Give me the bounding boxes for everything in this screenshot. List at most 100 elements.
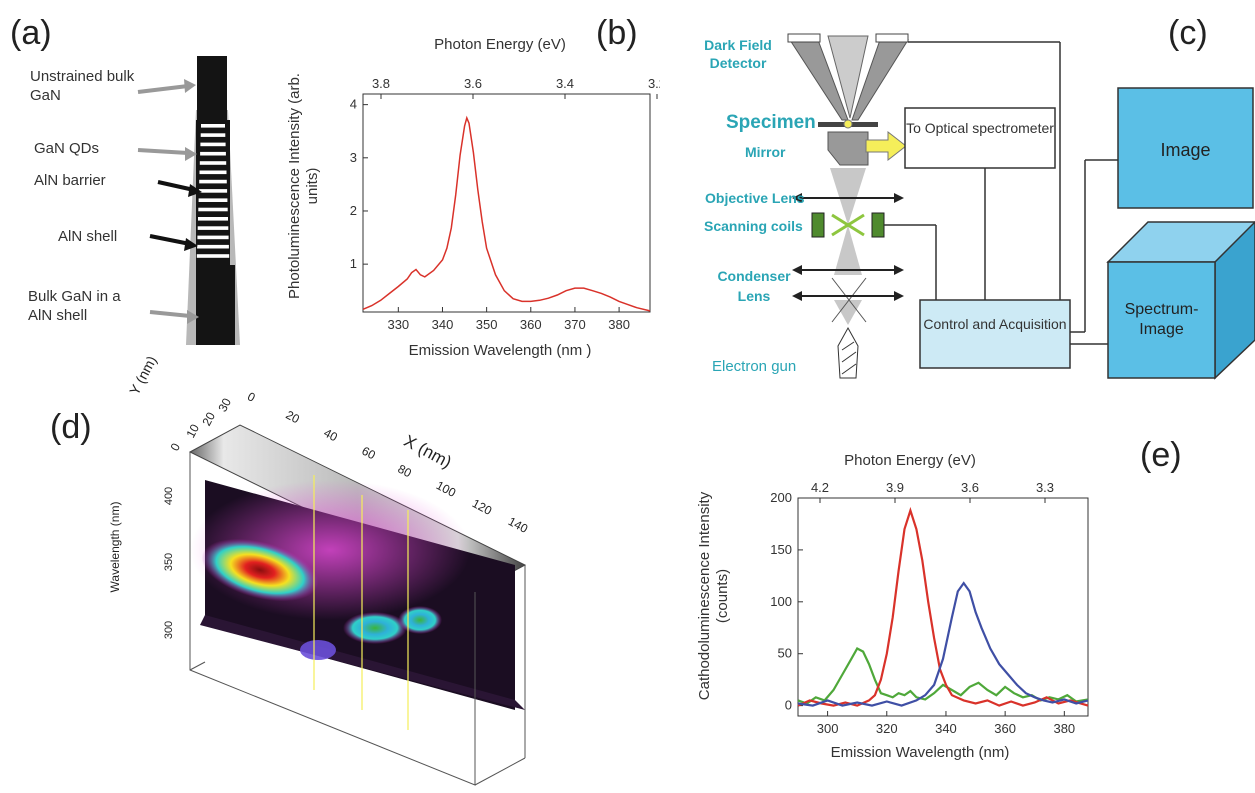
label-gan-qds: GaN QDs (34, 140, 100, 157)
label-unstrained-bulk-gan: Unstrained bulk GaN (30, 68, 135, 104)
image-text: Image (1160, 140, 1211, 160)
wl-tick-300: 300 (163, 620, 176, 640)
qd-stripe (199, 170, 227, 175)
x-tick-label: 340 (432, 317, 454, 332)
panel-label-c: (c) (1168, 14, 1208, 52)
y-tick-label: 100 (770, 594, 792, 609)
condenser-lens-shape (792, 265, 904, 301)
image-box (1117, 87, 1254, 209)
purple-blob (300, 640, 336, 660)
panel-d-spectrum-image (188, 424, 527, 786)
x-tick-label: 360 (520, 317, 542, 332)
y-tick-30: 30 (215, 395, 234, 415)
panel-label-a: (a) (10, 14, 52, 52)
blue-blob-1 (343, 612, 407, 644)
series-line-0 (362, 115, 651, 312)
x-tick-label: 360 (994, 721, 1016, 736)
specimen-spot (843, 119, 853, 129)
y-tick-10: 10 (183, 421, 202, 441)
x-tick-label: 380 (1053, 721, 1075, 736)
top-tick-label: 3.6 (464, 76, 482, 91)
objective-lens-shape (792, 193, 904, 203)
x-tick-40: 40 (321, 425, 340, 445)
qd-stripe (200, 142, 226, 147)
scanning-coils-shape (811, 212, 937, 300)
plot-frame (362, 93, 651, 313)
label-specimen: Specimen (726, 112, 816, 133)
qd-stripe (197, 244, 229, 249)
bulk-gan-bottom (196, 265, 235, 345)
to-optical-text: To Optical spectrometer (906, 120, 1054, 136)
y-tick-0: 0 (167, 440, 184, 454)
qd-stripe (198, 207, 228, 212)
panel-c-stem-schematic (787, 33, 1255, 380)
label-condenser-lens: Condenser Lens (717, 268, 791, 304)
to-optical-box (904, 107, 1056, 169)
box-outline (189, 452, 526, 786)
label-electron-gun: Electron gun (712, 358, 797, 375)
pointer-arrows (137, 79, 202, 324)
qd-stripe (199, 179, 227, 184)
x-tick-80: 80 (395, 461, 414, 481)
top-tick-label: 3.3 (1036, 480, 1054, 495)
top-tick-label: 3.8 (372, 76, 390, 91)
x-tick-label: 350 (476, 317, 498, 332)
wavelength-label: Wavelength (nm) (108, 501, 122, 593)
optical-arrow (865, 130, 907, 162)
control-box (919, 299, 1071, 369)
blue-blob-2 (398, 606, 442, 634)
control-text: Control and Acquisition (923, 316, 1067, 332)
beam-lower (834, 300, 862, 325)
pl-x-axis-label: Emission Wavelength (nm ) (408, 342, 592, 359)
qd-stripe (196, 254, 230, 258)
qd-stripe (200, 133, 226, 137)
mirror-shape (827, 131, 869, 166)
spectrum-image-text: Spectrum-Image (1124, 301, 1199, 338)
cl-y-axis-label: Cathodoluminescence Intensity (counts) (696, 491, 731, 701)
x-tick-120: 120 (469, 496, 495, 518)
electron-gun-shape (837, 326, 859, 379)
panel-label-d: (d) (50, 408, 92, 446)
y-tick-label: 0 (785, 698, 792, 713)
qd-stack (196, 120, 230, 265)
panel-e: 300 320 340 360 380 0 50 100 150 200 4.2 3.9 3.6 3.3 … (690, 448, 1110, 788)
y-tick-label: 1 (350, 256, 357, 271)
series-line-1 (797, 506, 1089, 707)
label-aln-shell: AlN shell (58, 228, 118, 245)
x-tick-100: 100 (433, 478, 459, 500)
wl-tick-350: 350 (163, 552, 176, 572)
wl-tick-400: 400 (163, 486, 176, 506)
pl-top-axis-label: Photon Energy (eV) (434, 36, 566, 53)
label-objective-lens: Objective Lens (705, 190, 805, 206)
y-tick-label: 50 (778, 646, 792, 661)
qd-stripe (200, 151, 226, 156)
y-tick-label: 4 (350, 97, 357, 112)
y-tick-label: 2 (350, 203, 357, 218)
panel-d-axes: Y (nm) 0 10 20 30 X (nm) 0 20 40 60 80 1… (120, 353, 560, 580)
series-line-2 (797, 581, 1089, 707)
top-tick-label: 3.6 (961, 480, 979, 495)
label-mirror: Mirror (745, 144, 786, 160)
x-tick-0: 0 (245, 389, 258, 405)
x-tick-label: 300 (817, 721, 839, 736)
qd-stripe (197, 235, 229, 240)
y-tick-20: 20 (199, 409, 218, 429)
qd-stripe (198, 189, 228, 193)
x-tick-label: 340 (935, 721, 957, 736)
x-tick-60: 60 (359, 443, 378, 463)
qd-stripe (201, 124, 225, 128)
top-tick-label: 4.2 (811, 480, 829, 495)
label-dark-field-detector: Dark Field Detector (704, 37, 772, 71)
cl-x-axis-label: Emission Wavelength (nm) (830, 744, 1010, 761)
y-tick-label: 3 (350, 150, 357, 165)
qd-stripe (197, 226, 229, 230)
spectrum-image-cube (1106, 220, 1255, 380)
label-bulk-gan-in-shell: Bulk GaN in a AlN shell (28, 288, 121, 324)
panel-label-e: (e) (1140, 436, 1182, 474)
label-scanning-coils: Scanning coils (704, 218, 803, 234)
x-tick-label: 320 (876, 721, 898, 736)
plot-frame (797, 497, 1089, 717)
top-tick-label: 3.9 (886, 480, 904, 495)
panel-label-b: (b) (596, 14, 638, 52)
